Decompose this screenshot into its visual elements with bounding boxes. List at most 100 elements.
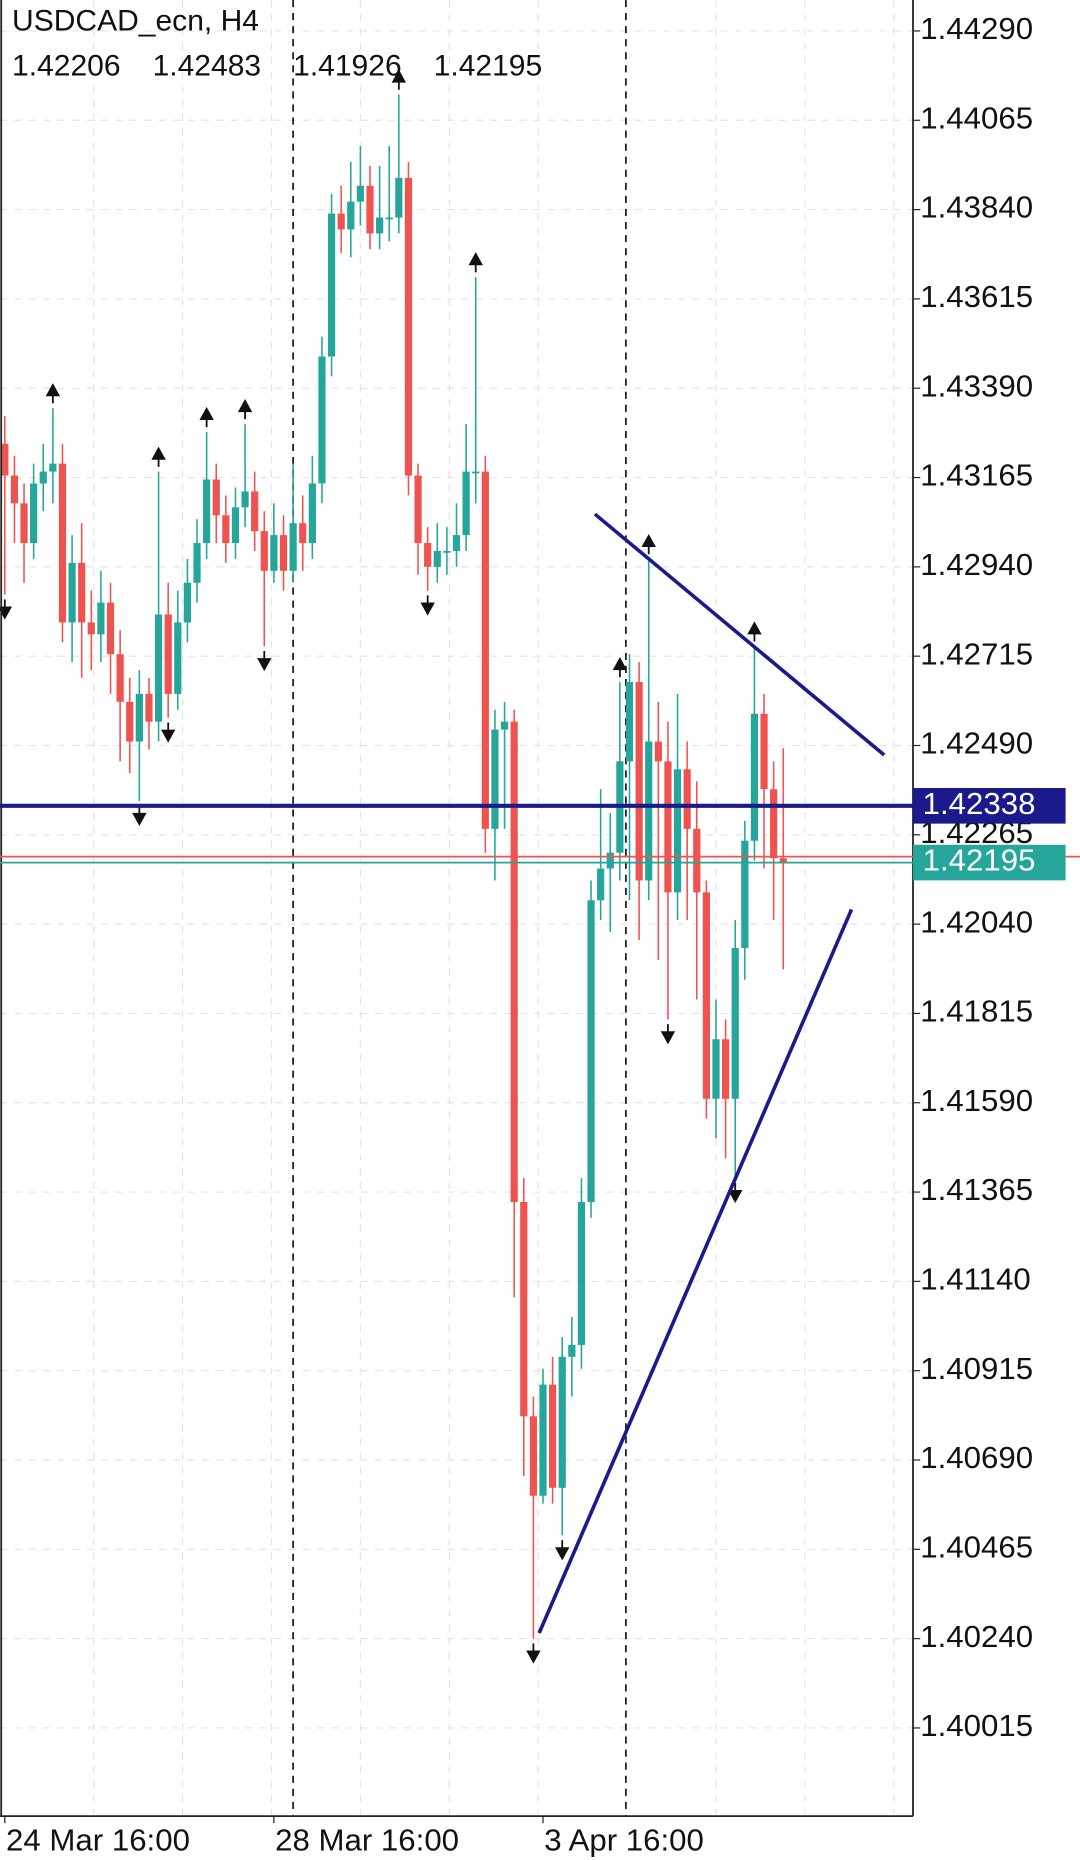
candle-body xyxy=(520,1201,528,1417)
candle-body xyxy=(597,868,605,901)
candle-body xyxy=(231,507,240,544)
bid-price-label: 1.42195 xyxy=(923,843,1036,878)
x-tick-label: 24 Mar 16:00 xyxy=(6,1823,190,1858)
candle-body xyxy=(68,562,76,623)
candle-body xyxy=(500,721,509,730)
y-tick-label: 1.40240 xyxy=(920,1619,1033,1654)
fractal-up xyxy=(237,399,253,413)
candle-body xyxy=(625,681,634,762)
candle-body xyxy=(193,543,201,583)
candle-body xyxy=(539,1384,547,1496)
candle-body xyxy=(135,693,143,742)
x-tick-label: 28 Mar 16:00 xyxy=(275,1823,459,1858)
ohlc-close: 1.42195 xyxy=(434,50,543,83)
candle-body xyxy=(673,769,682,893)
candle-body xyxy=(308,483,316,544)
fractal-up xyxy=(151,446,166,460)
candle-body xyxy=(635,681,643,881)
y-tick-label: 1.42040 xyxy=(920,904,1033,939)
fractal-up xyxy=(612,657,628,671)
candle-body xyxy=(491,729,499,829)
ohlc-low: 1.41926 xyxy=(293,50,402,83)
y-tick-label: 1.41140 xyxy=(920,1262,1031,1297)
fractal-up xyxy=(468,252,483,266)
candle-body xyxy=(568,1344,576,1357)
fractal-up xyxy=(45,383,61,397)
y-tick-label: 1.41815 xyxy=(920,994,1033,1029)
candle-body xyxy=(395,177,403,218)
grid xyxy=(0,0,914,1817)
y-tick-label: 1.41590 xyxy=(920,1083,1033,1118)
candle-body xyxy=(462,471,470,536)
y-tick-label: 1.43615 xyxy=(920,279,1033,314)
candle-body xyxy=(270,535,278,571)
candle-body xyxy=(49,463,57,472)
candle-body xyxy=(683,769,691,829)
candle-body xyxy=(452,535,461,551)
candle-body xyxy=(106,602,115,655)
candle-body xyxy=(212,479,220,516)
candle-body xyxy=(558,1356,566,1488)
candle-body xyxy=(154,614,163,722)
ohlc-high: 1.42483 xyxy=(153,50,262,83)
y-tick-label: 1.40015 xyxy=(920,1708,1033,1743)
candle-body xyxy=(126,701,134,742)
y-tick-label: 1.44290 xyxy=(920,11,1033,46)
trendline xyxy=(537,908,854,1634)
candle-body xyxy=(654,741,662,762)
candle-body xyxy=(222,515,230,544)
candle-body xyxy=(424,543,432,567)
fractal-down xyxy=(132,812,147,826)
candle-body xyxy=(347,201,355,230)
trendline xyxy=(593,512,886,757)
candle-body xyxy=(606,852,614,869)
fractal-down xyxy=(257,658,272,672)
fractal-up xyxy=(641,533,656,548)
candle-body xyxy=(327,213,336,357)
candle-body xyxy=(443,550,451,553)
candle-body xyxy=(722,1039,730,1099)
candle-body xyxy=(510,721,518,1202)
candle-body xyxy=(10,475,19,504)
candle-body xyxy=(549,1384,557,1488)
candle-body xyxy=(1,443,9,476)
candle-body xyxy=(366,185,374,234)
candle-body xyxy=(116,654,124,702)
ohlc-open: 1.42206 xyxy=(12,50,121,83)
candle-body xyxy=(39,471,47,484)
hline-price-box xyxy=(913,788,1066,824)
candle-body xyxy=(30,483,38,544)
candle-body xyxy=(760,713,768,790)
candle-body xyxy=(164,614,172,694)
candle-body xyxy=(433,550,441,567)
fractal-down xyxy=(660,1031,676,1045)
candle-body xyxy=(414,475,422,544)
candle-body xyxy=(145,693,153,722)
y-tick-label: 1.43165 xyxy=(920,458,1033,493)
candle-body xyxy=(174,622,182,694)
y-tick-label: 1.43390 xyxy=(920,369,1033,404)
fractal-up xyxy=(199,406,214,421)
y-tick-label: 1.40915 xyxy=(920,1351,1033,1386)
candle-body xyxy=(241,491,249,508)
candle-body xyxy=(356,185,365,202)
fractal-down xyxy=(160,729,176,743)
candle-body xyxy=(78,562,86,623)
candle-body xyxy=(87,622,95,635)
candle-body xyxy=(529,1416,537,1496)
hline-price-label: 1.42338 xyxy=(923,786,1036,821)
y-tick-label: 1.42940 xyxy=(920,547,1033,582)
candle-body xyxy=(577,1201,586,1345)
candle-body xyxy=(645,741,653,881)
candle-body xyxy=(299,523,307,544)
fractal-down xyxy=(526,1650,541,1664)
candle-body xyxy=(20,503,28,544)
candle-body xyxy=(770,789,778,859)
candle-body xyxy=(337,213,345,230)
candle-body xyxy=(741,840,749,948)
y-tick-label: 1.43840 xyxy=(920,190,1033,225)
y-tick-label: 1.42715 xyxy=(920,636,1033,671)
fractal-down xyxy=(728,1190,743,1204)
